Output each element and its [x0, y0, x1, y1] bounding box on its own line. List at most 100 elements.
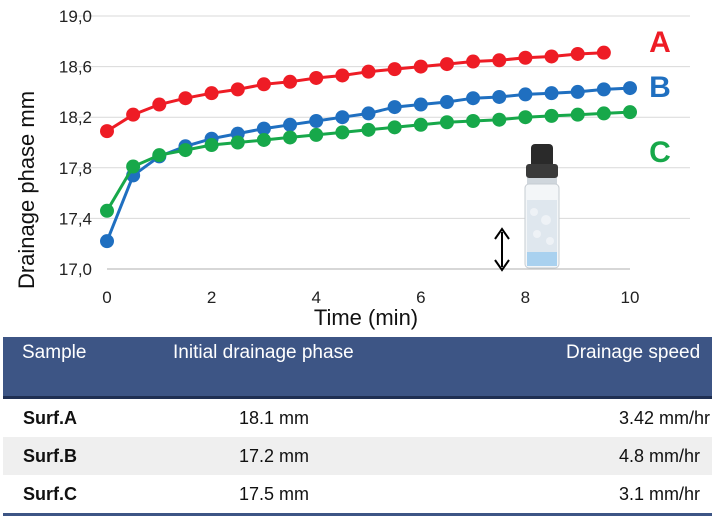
data-point [544, 108, 559, 123]
cell-sample: Surf.A [3, 397, 155, 437]
x-tick-label: 0 [102, 288, 111, 307]
x-axis-title: Time (min) [314, 305, 418, 330]
data-point [256, 132, 271, 147]
header-initial-drainage-phase: Initial drainage phase [155, 337, 474, 399]
data-point [466, 113, 481, 128]
data-point [204, 138, 219, 153]
y-tick-label: 17,8 [59, 159, 92, 178]
data-point [387, 62, 402, 77]
y-tick-label: 18,6 [59, 58, 92, 77]
data-point [152, 148, 167, 163]
data-point [387, 100, 402, 115]
data-point [623, 81, 637, 96]
data-point [126, 159, 141, 174]
table-row-surf-c: Surf.C 17.5 mm 3.1 mm/hr [3, 475, 712, 516]
grid-lines [75, 15, 690, 219]
x-tick-label: 8 [521, 288, 530, 307]
cell-drainage-speed: 4.8 mm/hr [474, 437, 712, 475]
data-point [361, 122, 376, 137]
data-point [492, 53, 507, 68]
data-point [361, 64, 376, 79]
double-arrow-icon [494, 227, 510, 272]
results-table: Sample Initial drainage phase Drainage s… [3, 337, 712, 516]
data-point [492, 112, 507, 127]
data-point [413, 97, 428, 112]
data-point [335, 68, 350, 83]
data-point [256, 77, 271, 92]
table-row-surf-b: Surf.B 17.2 mm 4.8 mm/hr [3, 437, 712, 475]
cell-sample: Surf.C [3, 475, 155, 516]
vial-icon [524, 144, 560, 269]
cell-initial-phase: 18.1 mm [155, 397, 474, 437]
data-point [100, 234, 114, 249]
data-point [570, 84, 585, 99]
data-point [466, 91, 481, 106]
y-axis-title: Drainage phase mm [14, 91, 39, 289]
data-point [596, 82, 611, 97]
data-point [570, 107, 585, 122]
data-point [492, 89, 507, 104]
data-point [518, 87, 533, 102]
series-label: C [649, 136, 671, 169]
data-point [596, 45, 611, 60]
data-point [518, 110, 533, 125]
data-point [309, 70, 324, 85]
data-point [178, 91, 193, 106]
series-label: B [649, 71, 671, 104]
data-point [335, 110, 350, 125]
y-tick-label: 18,2 [59, 108, 92, 127]
data-point [126, 107, 141, 122]
cell-initial-phase: 17.5 mm [155, 475, 474, 516]
series-a: A [100, 26, 671, 139]
data-point [178, 143, 193, 158]
data-point [309, 127, 324, 142]
data-point [439, 95, 454, 110]
data-point [596, 106, 611, 121]
data-point [439, 57, 454, 72]
table-header-row: Sample Initial drainage phase Drainage s… [3, 337, 712, 399]
data-point [230, 135, 245, 150]
cell-initial-phase: 17.2 mm [155, 437, 474, 475]
data-point [309, 113, 324, 128]
data-point [152, 97, 167, 112]
data-point [439, 115, 454, 130]
data-point [544, 49, 559, 64]
header-sample: Sample [3, 337, 155, 399]
data-point [256, 121, 271, 136]
data-point [100, 124, 114, 139]
data-point [387, 120, 402, 135]
series-c: C [100, 105, 671, 218]
series-group: ABC [100, 26, 671, 249]
data-point [283, 117, 298, 132]
y-tick-labels: 17,0 17,4 17,8 18,2 18,6 19,0 [59, 7, 92, 279]
data-point [466, 54, 481, 69]
cell-drainage-speed: 3.42 mm/hr [474, 397, 712, 437]
x-tick-label: 4 [311, 288, 320, 307]
data-point [230, 82, 245, 97]
data-point [413, 117, 428, 132]
data-point [100, 203, 114, 218]
x-tick-label: 10 [621, 288, 640, 307]
drainage-chart: 17,0 17,4 17,8 18,2 18,6 19,0 0 2 4 6 8 10 ABC Dra… [14, 7, 690, 330]
data-point [283, 74, 298, 89]
data-point [283, 130, 298, 145]
data-point [544, 86, 559, 101]
y-tick-label: 17,0 [59, 260, 92, 279]
table-row-surf-a: Surf.A 18.1 mm 3.42 mm/hr [3, 397, 712, 437]
x-tick-labels: 0 2 4 6 8 10 [102, 288, 639, 307]
y-tick-label: 19,0 [59, 7, 92, 26]
data-point [361, 106, 376, 121]
x-tick-label: 2 [207, 288, 216, 307]
data-point [413, 59, 428, 74]
data-point [518, 50, 533, 65]
data-point [204, 86, 219, 101]
series-label: A [649, 26, 671, 59]
data-point [335, 125, 350, 140]
x-tick-label: 6 [416, 288, 425, 307]
cell-sample: Surf.B [3, 437, 155, 475]
data-point [623, 105, 637, 120]
header-drainage-speed: Drainage speed [474, 337, 712, 399]
y-tick-label: 17,4 [59, 209, 92, 228]
data-point [570, 46, 585, 61]
cell-drainage-speed: 3.1 mm/hr [474, 475, 712, 516]
